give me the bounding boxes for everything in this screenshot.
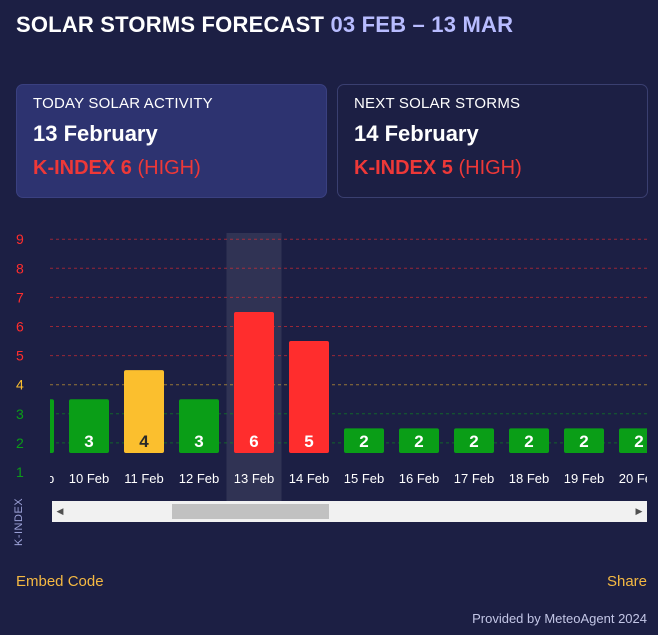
x-tick-label: 18 Feb bbox=[509, 471, 549, 486]
x-tick-label: 17 Feb bbox=[454, 471, 494, 486]
title-text: SOLAR STORMS FORECAST bbox=[16, 12, 325, 37]
x-tick-label: 15 Feb bbox=[344, 471, 384, 486]
x-tick-label: 13 Feb bbox=[234, 471, 274, 486]
today-date: 13 February bbox=[33, 121, 158, 146]
y-tick-label: 1 bbox=[16, 464, 24, 480]
bar bbox=[234, 311, 274, 453]
bar bbox=[289, 341, 329, 453]
x-tick-label: 09 Feb bbox=[14, 471, 54, 486]
next-kindex-value: K-INDEX 5 bbox=[354, 157, 453, 179]
bar bbox=[509, 428, 549, 453]
bar-value-label: 2 bbox=[524, 432, 533, 451]
bar-value-label: 2 bbox=[469, 432, 478, 451]
bar-value-label: 3 bbox=[84, 432, 93, 451]
next-kindex: K-INDEX 5 (HIGH) bbox=[354, 157, 631, 180]
bar-value-label: 2 bbox=[634, 432, 643, 451]
x-tick-label: 10 Feb bbox=[69, 471, 109, 486]
bar bbox=[69, 399, 109, 453]
bar-value-label: 3 bbox=[194, 432, 203, 451]
bar-value-label: 6 bbox=[249, 432, 258, 451]
bar-value-label: 4 bbox=[139, 432, 149, 451]
y-tick-label: 6 bbox=[16, 319, 24, 335]
y-tick-label: 8 bbox=[16, 260, 24, 276]
x-tick-label: 12 Feb bbox=[179, 471, 219, 486]
y-tick-label: 5 bbox=[16, 348, 24, 364]
bar bbox=[179, 399, 219, 453]
next-storm-card: NEXT SOLAR STORMS 14 February K-INDEX 5 … bbox=[337, 84, 648, 198]
today-kindex: K-INDEX 6 (HIGH) bbox=[33, 157, 310, 180]
next-date: 14 February bbox=[354, 121, 479, 146]
x-tick-label: 14 Feb bbox=[289, 471, 329, 486]
scroll-right-arrow-icon[interactable]: ▶ bbox=[635, 506, 643, 516]
y-tick-label: 4 bbox=[16, 377, 24, 393]
bar-value-label: 2 bbox=[579, 432, 588, 451]
today-activity-card: TODAY SOLAR ACTIVITY 13 February K-INDEX… bbox=[16, 84, 327, 198]
bar bbox=[454, 428, 494, 453]
bar bbox=[50, 399, 54, 453]
bars-group: 3 09 Feb 3 10 Feb 4 11 Feb 3 12 Feb 6 13 Feb 5 14 F… bbox=[14, 311, 658, 486]
bar bbox=[399, 428, 439, 453]
share-link[interactable]: Share bbox=[606, 573, 647, 590]
x-tick-label: 16 Feb bbox=[399, 471, 439, 486]
page-title: SOLAR STORMS FORECAST 03 FEB – 13 MAR bbox=[16, 12, 513, 38]
chart-scrollbar[interactable]: ◀ ▶ bbox=[52, 501, 647, 522]
bar-value-label: 2 bbox=[414, 432, 423, 451]
x-tick-label: 20 Feb bbox=[619, 471, 658, 486]
kindex-chart: 1 2 3 4 5 6 7 8 9 3 09 Feb 3 10 Feb 4 11 Feb 3 12 Feb 6 13… bbox=[0, 225, 658, 555]
y-tick-label: 2 bbox=[16, 435, 24, 451]
bar bbox=[344, 428, 384, 453]
date-range: 03 FEB – 13 MAR bbox=[330, 12, 514, 37]
y-axis-label: K-INDEX bbox=[13, 497, 25, 546]
bar-value-label: 2 bbox=[359, 432, 368, 451]
y-tick-label: 3 bbox=[16, 406, 24, 422]
today-kindex-level: (HIGH) bbox=[137, 157, 201, 179]
scroll-left-arrow-icon[interactable]: ◀ bbox=[56, 506, 64, 516]
bar bbox=[564, 428, 604, 453]
embed-code-link[interactable]: Embed Code bbox=[16, 573, 104, 590]
y-tick-label: 9 bbox=[16, 231, 24, 247]
next-caption: NEXT SOLAR STORMS bbox=[354, 95, 521, 112]
bar bbox=[124, 370, 164, 453]
y-tick-label: 7 bbox=[16, 289, 24, 305]
bar-value-label: 5 bbox=[304, 432, 313, 451]
bar-value-label: 3 bbox=[29, 432, 38, 451]
x-tick-label: 11 Feb bbox=[124, 471, 164, 486]
credit-text: Provided by MeteoAgent 2024 bbox=[472, 611, 647, 626]
bar bbox=[619, 428, 647, 453]
next-kindex-level: (HIGH) bbox=[458, 157, 522, 179]
today-caption: TODAY SOLAR ACTIVITY bbox=[33, 95, 213, 112]
today-kindex-value: K-INDEX 6 bbox=[33, 157, 132, 179]
x-tick-label: 19 Feb bbox=[564, 471, 604, 486]
scrollbar-thumb[interactable] bbox=[172, 504, 329, 519]
